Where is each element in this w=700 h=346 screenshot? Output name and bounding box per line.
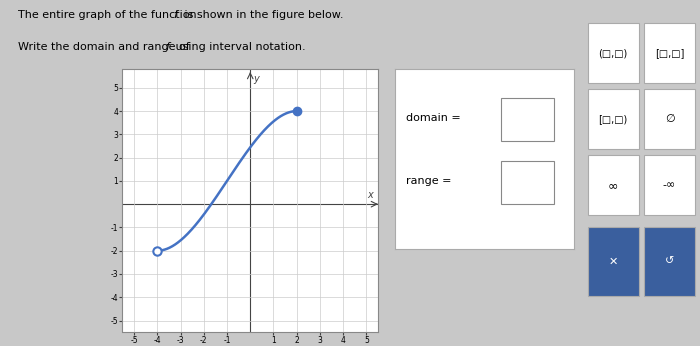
Text: f: f — [165, 42, 169, 52]
Text: x: x — [368, 190, 373, 200]
Text: The entire graph of the function: The entire graph of the function — [18, 10, 199, 20]
Text: y: y — [253, 74, 260, 84]
FancyBboxPatch shape — [500, 161, 554, 204]
Text: ✕: ✕ — [608, 256, 618, 266]
FancyBboxPatch shape — [644, 227, 695, 296]
Text: ∅: ∅ — [665, 114, 674, 124]
FancyBboxPatch shape — [500, 98, 554, 141]
FancyBboxPatch shape — [588, 155, 638, 216]
FancyBboxPatch shape — [588, 89, 638, 149]
Text: Write the domain and range of: Write the domain and range of — [18, 42, 192, 52]
Text: (□,□): (□,□) — [598, 48, 628, 58]
Text: is shown in the figure below.: is shown in the figure below. — [181, 10, 343, 20]
Text: range =: range = — [406, 176, 452, 186]
FancyBboxPatch shape — [588, 227, 638, 296]
Text: domain =: domain = — [406, 113, 461, 123]
FancyBboxPatch shape — [644, 155, 695, 216]
Text: f: f — [173, 10, 177, 20]
Text: [□,□]: [□,□] — [655, 48, 684, 58]
Text: -∞: -∞ — [663, 180, 676, 190]
Text: [□,□): [□,□) — [598, 114, 628, 124]
FancyBboxPatch shape — [644, 89, 695, 149]
FancyBboxPatch shape — [644, 23, 695, 83]
Text: using interval notation.: using interval notation. — [172, 42, 306, 52]
Text: ∞: ∞ — [608, 179, 618, 192]
FancyBboxPatch shape — [588, 23, 638, 83]
Text: ↺: ↺ — [665, 256, 674, 266]
